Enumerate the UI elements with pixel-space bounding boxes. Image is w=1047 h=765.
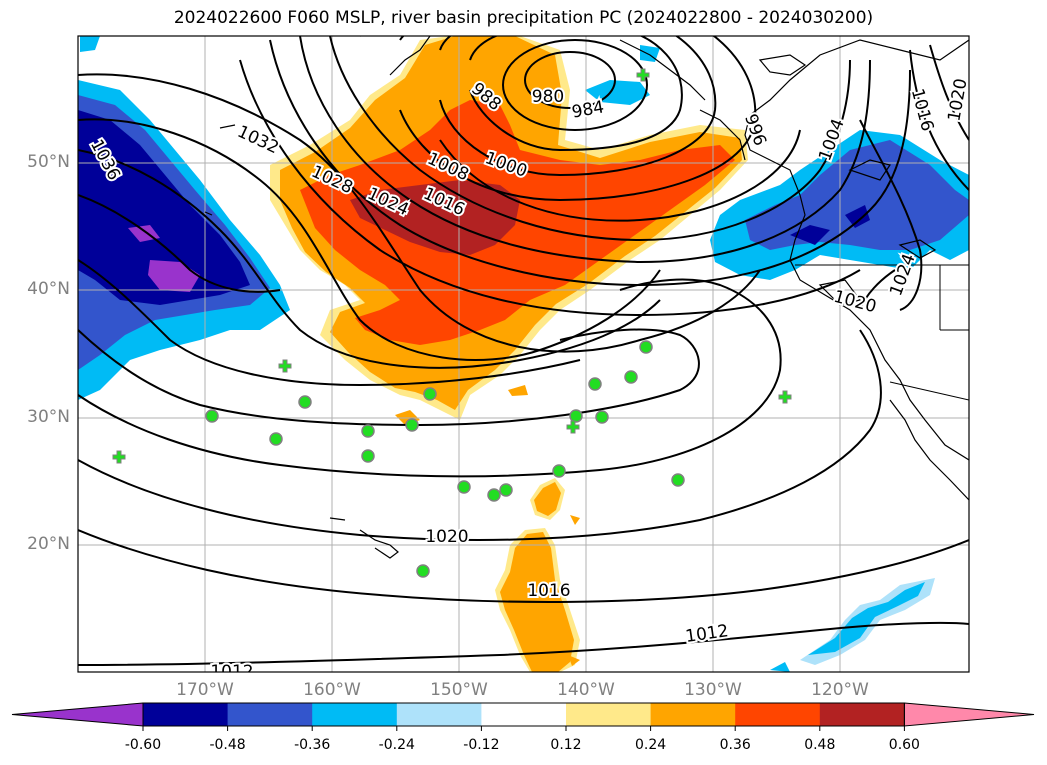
colorbar-segment [227,703,313,726]
colorbar-extend-low [11,702,144,727]
colorbar-segment [143,703,229,726]
station-circle [361,424,375,438]
negative-precip-west [78,36,290,400]
isobars [78,36,969,666]
longitude-label: 160°W [303,680,361,700]
station-circle [639,340,653,354]
station-circle [624,370,638,384]
positive-precip-main [270,36,748,425]
station-plus [636,68,650,82]
colorbar-segment [481,703,567,726]
colorbar-segment [566,703,652,726]
colorbar-segment [735,703,821,726]
isobar-label: 1016 [527,581,570,601]
station-markers [112,68,792,578]
isobar-label: 1012 [210,662,253,682]
isobar-label: 1020 [944,77,971,123]
station-circle [671,473,685,487]
isobar-label: 984 [570,97,605,122]
colorbar-tick-label: 0.24 [635,737,667,753]
station-circle [361,449,375,463]
coastlines [204,36,969,559]
colorbar-segment [650,703,736,726]
longitude-label: 150°W [430,680,488,700]
map-frame [77,35,970,673]
colorbar-tick-label: -0.12 [463,737,500,753]
colorbar-tick-label: -0.60 [124,737,162,753]
station-plus [278,359,292,373]
colorbar-tick-label: 0.36 [719,737,751,753]
grid-lines [78,36,969,672]
colorbar-tick-label: 0.48 [804,737,836,753]
colorbar [11,702,1035,731]
station-plus [112,450,126,464]
station-plus [566,420,580,434]
colorbar-segment [312,703,398,726]
station-circle [588,377,602,391]
map-title: 2024022600 F060 MSLP, river basin precip… [173,8,874,28]
station-circle [552,464,566,478]
negative-precip-southeast [770,578,935,672]
station-circle [269,432,283,446]
station-plus [778,390,792,404]
colorbar-extend-high [903,702,1035,727]
station-circle [423,387,437,401]
station-circle [457,480,471,494]
station-circle [205,409,219,423]
isobar-label: 1032 [234,122,282,158]
isobar-label: 1020 [425,527,468,547]
station-circle [499,483,513,497]
positive-precip-south [495,478,580,672]
longitude-label: 170°W [176,680,234,700]
colorbar-segment [396,703,482,726]
political-borders [795,264,969,401]
colorbar-frame [142,702,905,727]
latitude-label: 20°N [27,534,70,554]
longitude-label: 140°W [557,680,615,700]
station-circle [569,409,583,423]
colorbar-tick-label: 0.12 [550,737,582,753]
colorbar-tick-label: -0.36 [294,737,331,753]
station-circle [487,488,501,502]
isobar-label: 1012 [684,621,730,647]
latitude-label: 30°N [27,407,70,427]
colorbar-segment [819,703,905,726]
longitude-label: 120°W [811,680,869,700]
isobar-label: 1016 [907,87,938,134]
colorbar-tick-label: -0.48 [209,737,246,753]
station-circle [595,410,609,424]
station-circle [298,395,312,409]
station-circle [405,418,419,432]
colorbar-tick-label: 0.60 [888,737,920,753]
longitude-label: 130°W [684,680,742,700]
colorbar-tick-label: -0.24 [378,737,415,753]
latitude-label: 40°N [27,279,70,299]
station-circle [416,564,430,578]
latitude-label: 50°N [27,152,70,172]
isobar-label: 980 [532,87,564,107]
isobar-label: 1012 [210,662,253,682]
